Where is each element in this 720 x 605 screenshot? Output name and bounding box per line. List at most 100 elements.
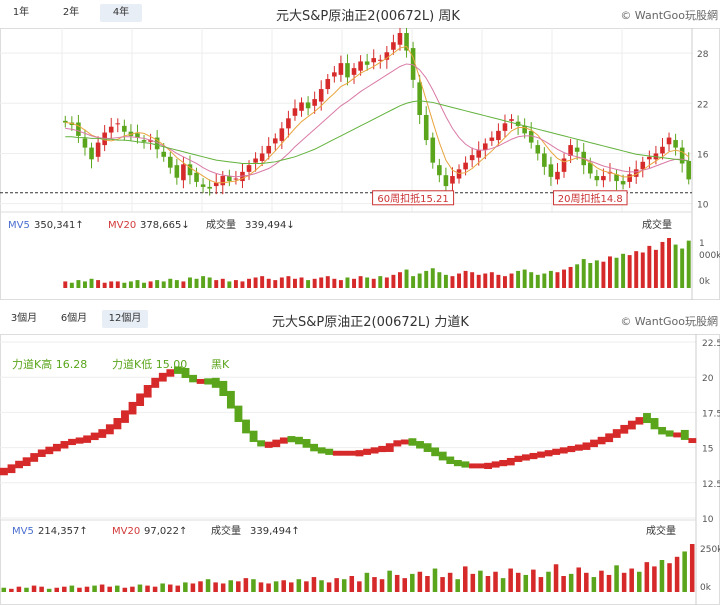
weekly-volume-bar [76,280,81,288]
weekly-volume-bar [568,266,573,288]
force-volume-bar [402,578,408,592]
force-volume-bar [326,582,332,592]
weekly-ma-line [65,100,689,164]
force-volume-bar [606,574,612,592]
weekly-volume-bar [673,244,678,288]
force-volume-bar [621,572,627,592]
force-bar [567,445,576,453]
force-bar [15,460,23,469]
force-bar [105,424,114,435]
weekly-candle [679,147,685,164]
force-bar [597,436,606,445]
force-volume-bar [251,579,256,592]
weekly-chart: 28 22 16 10 60周扣抵15.21 20周扣抵14.8 MV5 350,341↑ MV… [0,28,720,300]
weekly-volume-bar [686,240,691,288]
weekly-range-1y-button[interactable]: 1年 [12,7,30,18]
force-range-3m-button[interactable]: 3個月 [10,313,38,324]
weekly-volume-bar [489,272,494,288]
weekly-volume-bar [516,270,521,288]
weekly-candle [174,165,180,178]
weekly-candle [587,162,593,174]
weekly-candle [417,82,422,115]
force-volume-bar [167,584,173,592]
weekly-range-4y-button[interactable]: 4年 [100,4,142,22]
force-bar [423,443,432,452]
weekly-y-tick-label: 22 [697,100,708,110]
force-volume-bar [266,583,271,592]
weekly-volume-bar [398,272,402,288]
weekly-volume-bar [115,281,120,288]
force-bar [75,437,84,444]
weekly-volume-bar [660,241,665,288]
force-bar [340,450,349,456]
force-bar [143,385,152,398]
force-bar [189,374,197,383]
force-bar [68,438,76,446]
weekly-volume-bar [430,268,435,288]
force-range-6m-button[interactable]: 6個月 [60,313,88,324]
force-volume-bar [387,570,392,592]
force-range-12m-button[interactable]: 12個月 [102,310,148,328]
weekly-candle [279,128,285,141]
weekly-candle [489,137,495,141]
force-volume-bar [599,570,604,592]
force-bar [673,432,682,438]
force-volume-bar [455,579,460,592]
force-bar [60,441,69,449]
force-bar [204,378,213,385]
weekly-volume-bar [411,276,416,288]
force-bar [514,455,523,462]
weekly-volume-bar [168,278,173,288]
force-volume-bar [190,583,196,592]
weekly-candle [391,42,396,50]
force-bar [378,445,387,453]
force-volume-bar [31,585,37,592]
force-bar [665,430,674,437]
weekly-volume-bar [522,269,527,288]
force-bar [680,429,689,440]
weekly-volume-bar [575,264,580,288]
weekly-volume-tick-label: 1 [699,239,705,249]
weekly-candle [423,114,429,141]
force-bar [559,447,568,454]
force-volume-tick-label: 250k [700,545,720,555]
weekly-volume-bar [647,245,652,288]
force-volume-bar [410,573,415,592]
force-volume-bar [62,586,67,592]
weekly-range-2y-button[interactable]: 2年 [62,7,80,18]
force-bar [522,454,530,461]
weekly-candle [122,125,127,132]
weekly-candle [200,184,206,187]
weekly-candle [299,102,304,111]
force-bar [158,372,167,382]
weekly-annotation-box [553,190,628,206]
force-volume-bar [546,571,551,592]
force-volume-bar [531,569,536,592]
force-volume-bar [54,587,60,592]
weekly-volume-tick-label: 000k [699,251,720,261]
force-bar [242,419,250,434]
weekly-volume-bar [266,278,271,288]
force-mv5-label: MV5 [12,526,34,537]
force-bar [605,433,614,443]
weekly-volume-bar [470,272,475,288]
weekly-volume-bar [319,277,324,288]
weekly-candle [627,174,632,182]
weekly-volume-bar [404,269,409,288]
weekly-candle [266,145,272,154]
force-volume-bar [349,576,355,592]
force-bar [211,377,220,388]
weekly-candle [358,61,363,71]
weekly-volume-right-label: 成交量 [642,218,672,231]
force-bar [7,464,16,474]
force-volume-bar [425,576,430,592]
weekly-volume-bar [555,272,560,288]
force-volume-bar [440,577,445,592]
weekly-volume-bar [142,282,146,288]
force-bar [416,441,424,449]
weekly-volume-bar [174,280,179,288]
weekly-candle [338,63,344,75]
weekly-candle [548,164,554,177]
weekly-volume-bar [417,273,422,288]
force-volume-bar [659,560,665,592]
